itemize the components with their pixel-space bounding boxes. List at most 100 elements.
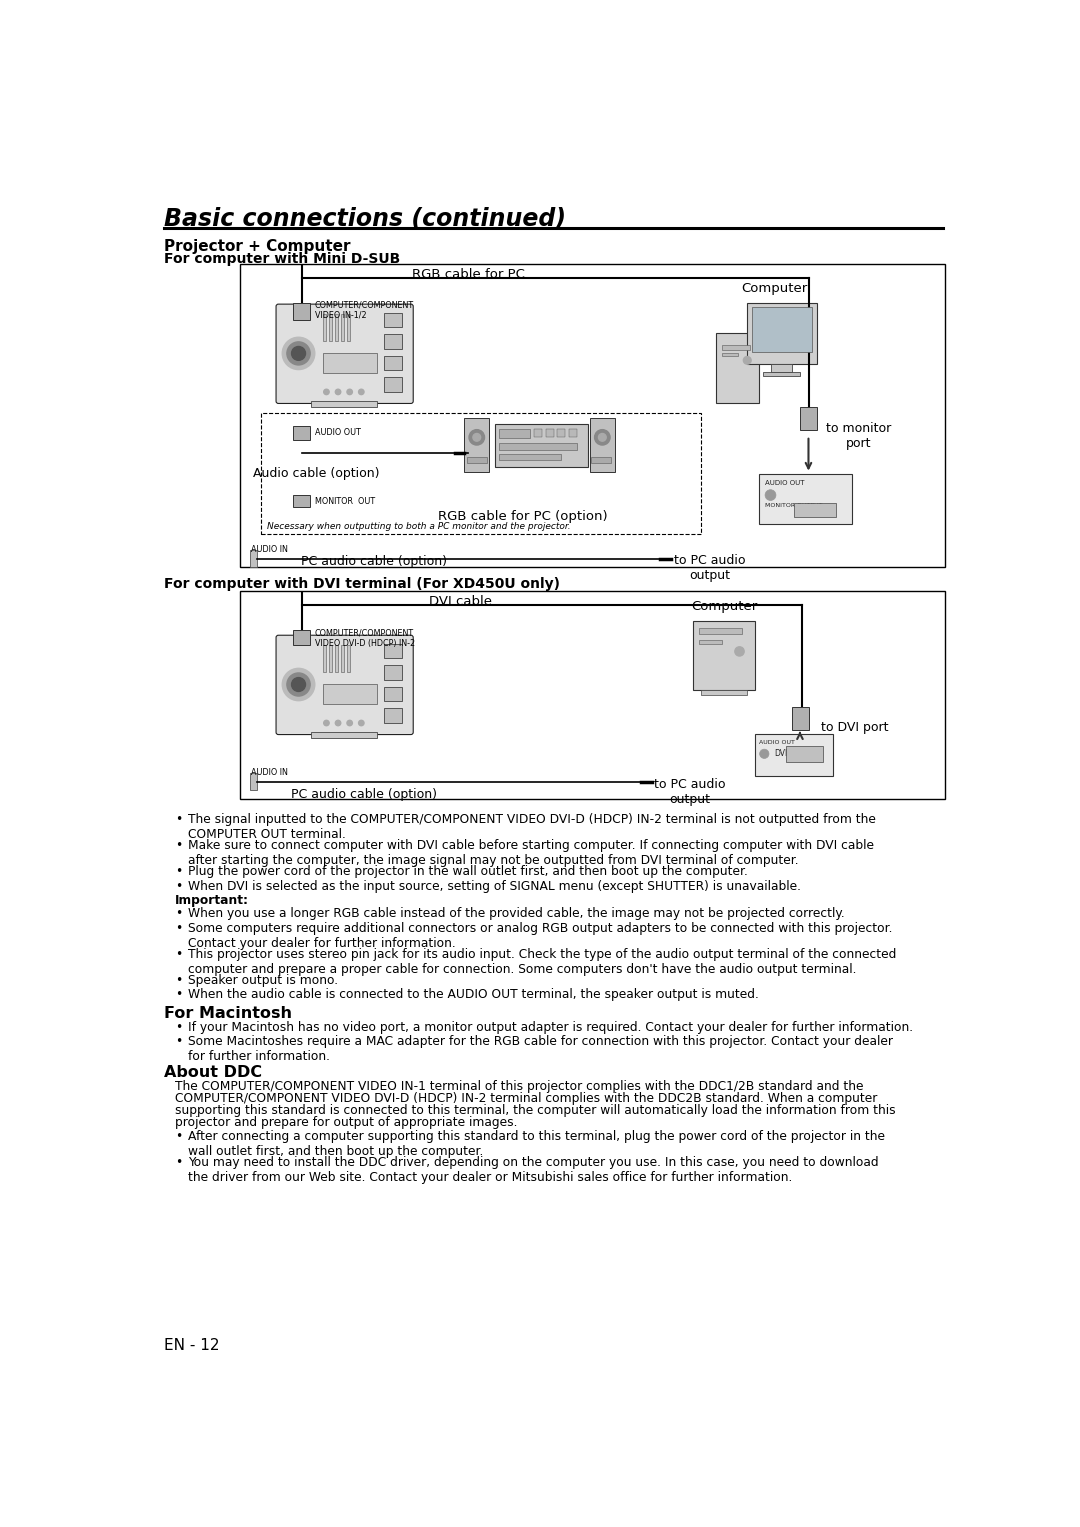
Bar	[723, 345, 750, 350]
Bar	[260, 412, 701, 534]
Circle shape	[347, 721, 352, 725]
Bar	[545, 429, 554, 437]
Text: Basic connections (continued): Basic connections (continued)	[164, 206, 566, 231]
Bar	[786, 747, 823, 762]
Text: to PC audio
output: to PC audio output	[654, 777, 726, 806]
Bar	[341, 315, 345, 341]
Bar	[323, 646, 326, 672]
Bar	[467, 457, 487, 463]
Circle shape	[324, 389, 329, 394]
Circle shape	[359, 721, 364, 725]
Bar	[569, 429, 577, 437]
Text: AUDIO IN: AUDIO IN	[252, 768, 288, 777]
Bar	[328, 646, 332, 672]
Text: When you use a longer RGB cable instead of the provided cable, the image may not: When you use a longer RGB cable instead …	[188, 907, 845, 921]
Bar	[323, 684, 377, 704]
Text: Plug the power cord of the projector in the wall outlet first, and then boot up : Plug the power cord of the projector in …	[188, 866, 747, 878]
Bar	[383, 334, 403, 348]
Bar	[800, 406, 816, 429]
Text: COMPUTER/COMPONENT VIDEO DVI-D (HDCP) IN-2 terminal complies with the DDC2B stan: COMPUTER/COMPONENT VIDEO DVI-D (HDCP) IN…	[175, 1092, 878, 1106]
Bar	[535, 429, 542, 437]
Bar	[499, 443, 577, 450]
Bar	[793, 707, 809, 730]
Text: Some computers require additional connectors or analog RGB output adapters to be: Some computers require additional connec…	[188, 922, 892, 950]
Bar	[693, 620, 755, 690]
Text: supporting this standard is connected to this terminal, the computer will automa: supporting this standard is connected to…	[175, 1104, 896, 1116]
Bar	[759, 473, 852, 524]
Bar	[383, 356, 403, 371]
Circle shape	[743, 356, 751, 365]
Circle shape	[598, 434, 606, 441]
Text: to DVI port: to DVI port	[821, 721, 889, 733]
Text: •: •	[175, 840, 183, 852]
Text: Projector + Computer: Projector + Computer	[164, 238, 351, 253]
Bar	[699, 640, 723, 644]
Text: •: •	[175, 1035, 183, 1048]
Bar	[249, 773, 257, 789]
Text: to PC audio
output: to PC audio output	[674, 554, 745, 582]
Bar	[794, 502, 836, 516]
Text: DVI cable: DVI cable	[429, 596, 492, 608]
Text: Speaker output is mono.: Speaker output is mono.	[188, 974, 338, 986]
Text: •: •	[175, 1130, 183, 1142]
Text: AUDIO OUT: AUDIO OUT	[765, 479, 805, 486]
Bar	[240, 591, 945, 799]
Bar	[747, 302, 816, 365]
Bar	[383, 313, 403, 327]
Text: Computer: Computer	[691, 600, 757, 612]
Bar	[762, 373, 800, 376]
Bar	[311, 733, 377, 739]
Text: The COMPUTER/COMPONENT VIDEO IN-1 terminal of this projector complies with the D: The COMPUTER/COMPONENT VIDEO IN-1 termin…	[175, 1080, 864, 1093]
Text: Make sure to connect computer with DVI cable before starting computer. If connec: Make sure to connect computer with DVI c…	[188, 840, 874, 867]
Bar	[328, 315, 332, 341]
Text: For computer with Mini D-SUB: For computer with Mini D-SUB	[164, 252, 401, 266]
Text: AUDIO IN: AUDIO IN	[252, 545, 288, 554]
FancyBboxPatch shape	[276, 635, 414, 734]
Circle shape	[335, 389, 341, 394]
Circle shape	[282, 337, 314, 370]
Bar	[499, 454, 562, 460]
Text: When the audio cable is connected to the AUDIO OUT terminal, the speaker output : When the audio cable is connected to the…	[188, 988, 758, 1002]
Text: •: •	[175, 907, 183, 921]
Bar	[383, 644, 403, 658]
Circle shape	[335, 721, 341, 725]
Circle shape	[595, 429, 610, 444]
Text: EN - 12: EN - 12	[164, 1338, 220, 1353]
Text: After connecting a computer supporting this standard to this terminal, plug the : After connecting a computer supporting t…	[188, 1130, 885, 1157]
Circle shape	[287, 342, 310, 365]
Bar	[591, 457, 611, 463]
Bar	[716, 333, 759, 403]
Bar	[323, 353, 377, 373]
Bar	[723, 353, 738, 356]
Bar	[335, 315, 338, 341]
Text: RGB cable for PC (option): RGB cable for PC (option)	[437, 510, 607, 524]
Bar	[341, 646, 345, 672]
Circle shape	[292, 678, 306, 692]
Bar	[348, 315, 350, 341]
Bar	[557, 429, 565, 437]
Text: The signal inputted to the COMPUTER/COMPONENT VIDEO DVI-D (HDCP) IN-2 terminal i: The signal inputted to the COMPUTER/COMP…	[188, 812, 876, 841]
Text: projector and prepare for output of appropriate images.: projector and prepare for output of appr…	[175, 1116, 517, 1128]
Bar	[699, 628, 742, 634]
Bar	[499, 429, 530, 438]
Circle shape	[765, 490, 775, 501]
Circle shape	[759, 750, 769, 759]
Bar	[383, 666, 403, 680]
Text: Necessary when outputting to both a PC monitor and the projector.: Necessary when outputting to both a PC m…	[267, 522, 570, 530]
Bar	[293, 426, 310, 440]
Text: If your Macintosh has no video port, a monitor output adapter is required. Conta: If your Macintosh has no video port, a m…	[188, 1022, 913, 1034]
Bar	[348, 646, 350, 672]
Bar	[335, 646, 338, 672]
Text: RGB cable for PC: RGB cable for PC	[411, 267, 525, 281]
Text: •: •	[175, 880, 183, 893]
Circle shape	[473, 434, 481, 441]
Text: •: •	[175, 866, 183, 878]
Bar	[752, 307, 812, 351]
Circle shape	[359, 389, 364, 394]
Text: About DDC: About DDC	[164, 1066, 262, 1080]
Bar	[383, 709, 403, 722]
Text: PC audio cable (option): PC audio cable (option)	[300, 556, 447, 568]
Bar	[249, 550, 257, 567]
Bar	[464, 418, 489, 472]
Bar	[323, 315, 326, 341]
